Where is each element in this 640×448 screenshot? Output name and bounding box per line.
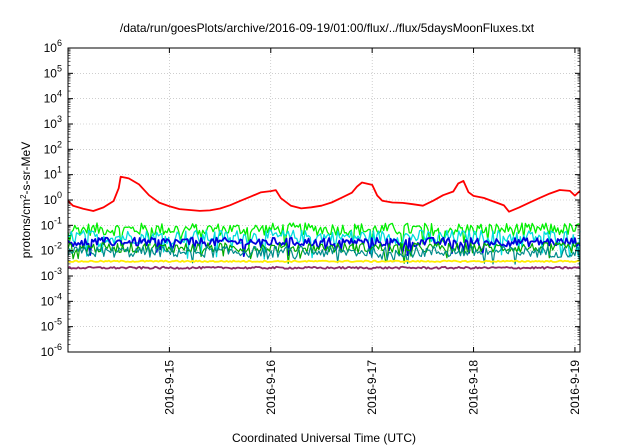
y-tick-base: 10 xyxy=(41,320,55,334)
y-tick-exp: 3 xyxy=(57,114,62,124)
grid-lines xyxy=(68,48,580,352)
y-tick-base: 10 xyxy=(41,269,55,283)
y-axis-label: protons/cm2-s-sr-MeV xyxy=(19,142,34,258)
x-tick-label: 2016-9-19 xyxy=(568,360,582,415)
y-tick-exp: 5 xyxy=(57,63,62,73)
y-tick-base: 10 xyxy=(44,41,58,55)
y-tick-exp: 6 xyxy=(57,38,62,48)
x-axis-ticks: 2016-9-15 2016-9-16 2016-9-17 2016-9-18 2016… xyxy=(162,48,582,415)
y-tick-exp: -1 xyxy=(54,215,62,225)
x-tick-label: 2016-9-16 xyxy=(264,360,278,415)
y-tick-label: 10-1 xyxy=(41,215,62,232)
y-tick-exp: 0 xyxy=(57,190,62,200)
y-axis-ticks: 10-610-510-410-310-210-11001011021031041… xyxy=(41,38,580,359)
series-line-3 xyxy=(67,236,581,257)
y-tick-label: 104 xyxy=(44,89,62,106)
data-series xyxy=(67,175,581,270)
y-tick-base: 10 xyxy=(44,168,58,182)
series-line-7 xyxy=(67,265,581,270)
y-tick-label: 10-6 xyxy=(41,342,62,359)
y-tick-label: 10-4 xyxy=(41,291,62,308)
x-tick-label: 2016-9-15 xyxy=(162,360,176,415)
series-line-6 xyxy=(67,259,581,263)
y-tick-exp: 2 xyxy=(57,139,62,149)
y-tick-label: 103 xyxy=(44,114,62,131)
series-line-4 xyxy=(67,242,581,264)
series-line-2 xyxy=(68,229,581,260)
y-tick-base: 10 xyxy=(41,345,55,359)
series-line-0 xyxy=(67,175,581,213)
y-tick-label: 100 xyxy=(44,190,62,207)
x-axis-label: Coordinated Universal Time (UTC) xyxy=(232,431,416,445)
chart-title: /data/run/goesPlots/archive/2016-09-19/0… xyxy=(120,21,535,35)
y-tick-label: 10-2 xyxy=(41,241,62,258)
y-tick-base: 10 xyxy=(41,218,55,232)
y-tick-label: 10-5 xyxy=(41,317,62,334)
y-tick-exp: -5 xyxy=(54,317,62,327)
y-tick-base: 10 xyxy=(44,117,58,131)
y-tick-exp: 4 xyxy=(57,89,62,99)
y-tick-label: 106 xyxy=(44,38,62,55)
y-tick-label: 105 xyxy=(44,63,62,80)
y-tick-base: 10 xyxy=(44,193,58,207)
y-axis-label-rest: -s-sr-MeV xyxy=(19,142,33,195)
y-tick-exp: -4 xyxy=(54,291,62,301)
y-tick-exp: 1 xyxy=(57,165,62,175)
y-tick-label: 10-3 xyxy=(41,266,62,283)
y-tick-label: 102 xyxy=(44,139,62,156)
y-tick-exp: -2 xyxy=(54,241,62,251)
y-axis-label-main: protons/cm xyxy=(19,199,33,258)
x-tick-label: 2016-9-17 xyxy=(365,360,379,415)
y-tick-base: 10 xyxy=(44,92,58,106)
y-tick-base: 10 xyxy=(41,294,55,308)
y-tick-exp: -3 xyxy=(54,266,62,276)
x-tick-label: 2016-9-18 xyxy=(467,360,481,415)
series-line-5 xyxy=(67,245,581,270)
y-tick-label: 101 xyxy=(44,165,62,182)
y-tick-base: 10 xyxy=(44,66,58,80)
y-tick-base: 10 xyxy=(41,244,55,258)
y-tick-base: 10 xyxy=(44,142,58,156)
y-axis-label-sup: 2 xyxy=(19,194,28,199)
y-tick-exp: -6 xyxy=(54,342,62,352)
